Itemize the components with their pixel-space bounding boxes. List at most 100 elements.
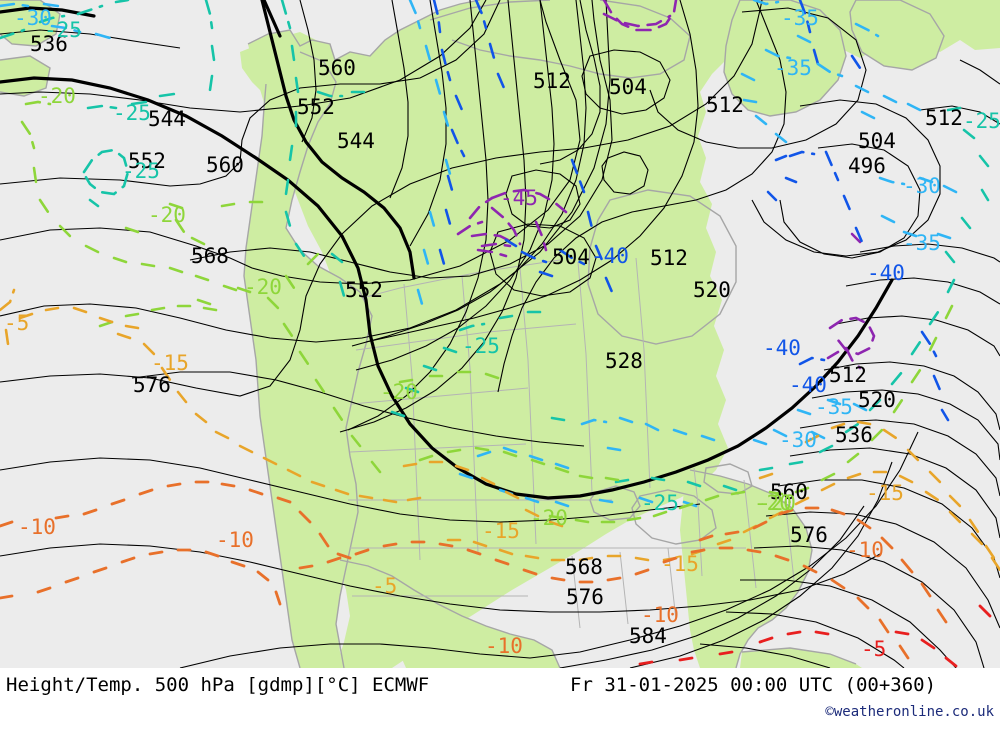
contour-label: -15 xyxy=(151,351,189,375)
svg-text:512: 512 xyxy=(925,106,963,130)
svg-text:-20: -20 xyxy=(244,275,282,299)
contour-label: 504 xyxy=(609,75,647,99)
contour-label: -30 xyxy=(14,6,52,30)
mexico-land xyxy=(340,560,560,668)
contour-label: -5 xyxy=(861,637,886,661)
svg-text:-25: -25 xyxy=(113,101,151,125)
contour-label: -5 xyxy=(372,574,397,598)
temp-contour-minus25 xyxy=(0,0,990,492)
greenland-ne-land xyxy=(850,0,944,70)
svg-text:-5: -5 xyxy=(4,311,29,335)
contour-label: -10 xyxy=(641,603,679,627)
map-canvas[interactable]: 536 544 552 552 560 560 544 552 568 576 512 504 512 5… xyxy=(0,0,1000,668)
contour-label: 512 xyxy=(829,363,867,387)
contour-label: -30 xyxy=(779,428,817,452)
contour-label: -35 xyxy=(774,56,812,80)
svg-text:-15: -15 xyxy=(661,552,699,576)
svg-text:-5: -5 xyxy=(861,637,886,661)
north-america-land xyxy=(248,0,1000,668)
contour-label: 520 xyxy=(858,388,896,412)
svg-text:504: 504 xyxy=(858,129,896,153)
svg-text:-35: -35 xyxy=(903,231,941,255)
contour-label: -10 xyxy=(846,538,884,562)
svg-text:-40: -40 xyxy=(789,373,827,397)
contour-label: -20 xyxy=(244,275,282,299)
svg-text:576: 576 xyxy=(790,523,828,547)
svg-text:512: 512 xyxy=(650,246,688,270)
temp-contour-minus10 xyxy=(0,480,948,660)
svg-text:-5: -5 xyxy=(372,574,397,598)
contour-label: -35 xyxy=(815,395,853,419)
svg-text:-25: -25 xyxy=(462,334,500,358)
contour-label: -25 xyxy=(963,109,1000,133)
svg-text:-35: -35 xyxy=(781,6,819,30)
contour-label: 560 xyxy=(770,480,808,504)
footer-copyright: ©weatheronline.co.uk xyxy=(825,704,994,720)
contour-label: 568 xyxy=(565,555,603,579)
temp-contour-minus15 xyxy=(0,288,1000,572)
contour-label: 536 xyxy=(835,423,873,447)
svg-text:-45: -45 xyxy=(500,186,538,210)
temp-contour-minus5 xyxy=(638,604,992,668)
contour-label: 512 xyxy=(706,93,744,117)
svg-text:568: 568 xyxy=(191,244,229,268)
contour-label: 576 xyxy=(133,373,171,397)
svg-text:-20: -20 xyxy=(758,491,796,515)
contour-label: 496 xyxy=(848,154,886,178)
svg-text:576: 576 xyxy=(133,373,171,397)
footer-title: Height/Temp. 500 hPa [gdmp][°C] ECMWF xyxy=(6,674,430,696)
height-contour-bold-layer xyxy=(0,0,894,500)
svg-text:-30: -30 xyxy=(903,174,941,198)
footer-bar: Height/Temp. 500 hPa [gdmp][°C] ECMWF Fr… xyxy=(0,668,1000,733)
svg-text:552: 552 xyxy=(345,278,383,302)
svg-text:552: 552 xyxy=(297,95,335,119)
contour-label: -20 xyxy=(530,506,568,530)
contour-label: -25 xyxy=(44,18,82,42)
west-coast-land xyxy=(244,52,372,668)
svg-text:568: 568 xyxy=(565,555,603,579)
contour-label: -30 xyxy=(903,174,941,198)
svg-text:560: 560 xyxy=(318,56,356,80)
svg-text:560: 560 xyxy=(770,480,808,504)
contour-label: -15 xyxy=(482,519,520,543)
contour-label: -40 xyxy=(867,261,905,285)
svg-text:-25: -25 xyxy=(44,18,82,42)
landmass-layer xyxy=(0,0,1000,668)
contour-label: 552 xyxy=(297,95,335,119)
kamchatka-land xyxy=(0,56,50,96)
contour-label: -45 xyxy=(500,186,538,210)
height-contour-layer xyxy=(0,0,1000,668)
contour-label: -10 xyxy=(18,515,56,539)
svg-text:544: 544 xyxy=(148,107,186,131)
contour-label: -35 xyxy=(781,6,819,30)
svg-text:536: 536 xyxy=(835,423,873,447)
southeast-usa-land xyxy=(680,470,812,668)
contour-label: -40 xyxy=(763,336,801,360)
svg-text:-35: -35 xyxy=(774,56,812,80)
svg-text:-15: -15 xyxy=(866,481,904,505)
contour-label: -20 xyxy=(754,491,792,515)
svg-text:536: 536 xyxy=(30,32,68,56)
svg-text:-40: -40 xyxy=(591,244,629,268)
svg-text:-25: -25 xyxy=(963,109,1000,133)
svg-text:-15: -15 xyxy=(151,351,189,375)
svg-text:576: 576 xyxy=(566,585,604,609)
contour-label: 552 xyxy=(128,149,166,173)
svg-text:-10: -10 xyxy=(846,538,884,562)
svg-text:512: 512 xyxy=(829,363,867,387)
arctic-islands-land xyxy=(430,0,690,78)
svg-text:-30: -30 xyxy=(14,6,52,30)
svg-text:-40: -40 xyxy=(763,336,801,360)
contour-label: -35 xyxy=(903,231,941,255)
contour-label: -25 xyxy=(113,101,151,125)
svg-text:-10: -10 xyxy=(641,603,679,627)
contour-label: 584 xyxy=(629,624,667,648)
svg-text:-20: -20 xyxy=(380,380,418,404)
greenland-land xyxy=(724,0,846,116)
svg-text:496: 496 xyxy=(848,154,886,178)
contour-label: -10 xyxy=(216,528,254,552)
svg-text:544: 544 xyxy=(337,129,375,153)
